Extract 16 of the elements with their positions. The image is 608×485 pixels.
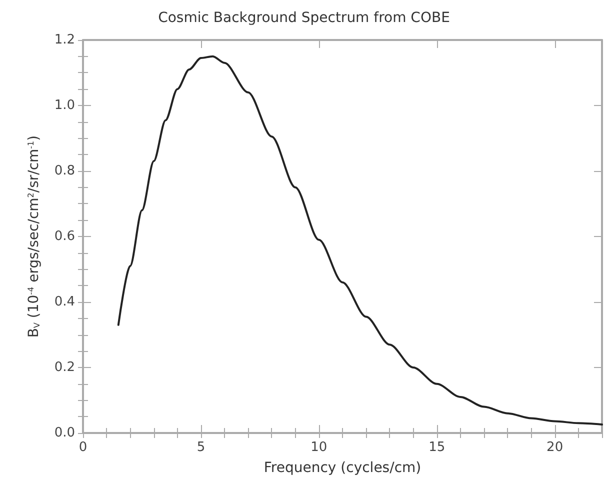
- x-tick-label: 15: [428, 440, 446, 455]
- x-tick-label: 0: [78, 440, 88, 455]
- x-tick-label: 20: [546, 440, 564, 455]
- y-tick-label: 0.8: [54, 164, 75, 178]
- y-tick-label: 1.2: [54, 32, 75, 48]
- line-series: [117, 55, 603, 426]
- text: BV (10-4 ergs/sec/cm2/sr/cm-1): [26, 135, 42, 338]
- y-tick-label: 0.4: [54, 294, 75, 310]
- y-tick-label: 0.0: [54, 426, 75, 440]
- y-tick-label: 0.6: [54, 229, 75, 244]
- chart-title: Cosmic Background Spectrum from COBE: [158, 10, 450, 26]
- y-tick-label: 0.2: [54, 360, 75, 375]
- y-tick-label: 1.0: [54, 98, 75, 113]
- x-tick-label: 10: [310, 440, 328, 455]
- x-axis-title: Frequency (cycles/cm): [264, 460, 422, 476]
- x-tick-label: 5: [196, 440, 206, 455]
